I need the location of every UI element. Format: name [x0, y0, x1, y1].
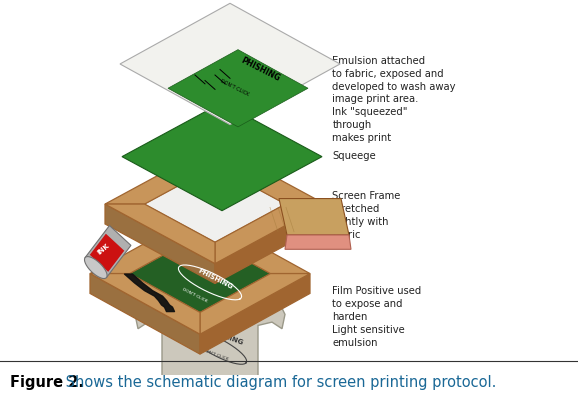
- Polygon shape: [85, 225, 131, 277]
- Polygon shape: [200, 213, 310, 274]
- Polygon shape: [135, 289, 285, 386]
- Text: Emulsion attached
to fabric, exposed and
developed to wash away
image print area: Emulsion attached to fabric, exposed and…: [332, 56, 456, 143]
- Polygon shape: [215, 144, 325, 204]
- Polygon shape: [200, 274, 310, 354]
- Text: Figure 2.: Figure 2.: [10, 375, 84, 390]
- Text: PHISHING: PHISHING: [239, 56, 281, 83]
- Polygon shape: [90, 274, 200, 354]
- Polygon shape: [122, 103, 322, 211]
- Text: Screen Frame
stretched
tightly with
fabric: Screen Frame stretched tightly with fabr…: [332, 192, 401, 240]
- Polygon shape: [90, 234, 124, 272]
- Polygon shape: [105, 144, 215, 204]
- Text: DON'T CLICK: DON'T CLICK: [182, 288, 208, 304]
- Polygon shape: [120, 3, 340, 124]
- Text: Shows the schematic diagram for screen printing protocol.: Shows the schematic diagram for screen p…: [61, 375, 496, 390]
- Polygon shape: [215, 204, 325, 264]
- Polygon shape: [200, 274, 310, 334]
- Polygon shape: [168, 49, 308, 127]
- Text: INK: INK: [96, 243, 110, 256]
- Polygon shape: [129, 235, 271, 312]
- Text: Squeege: Squeege: [332, 151, 376, 161]
- Polygon shape: [84, 257, 107, 279]
- Polygon shape: [215, 204, 325, 284]
- Polygon shape: [279, 199, 349, 235]
- Polygon shape: [90, 213, 200, 274]
- Text: DON'T CLICK: DON'T CLICK: [220, 79, 250, 98]
- Polygon shape: [105, 204, 215, 264]
- Polygon shape: [90, 274, 200, 334]
- Text: Film Positive used
to expose and
harden
Light sensitive
emulsion: Film Positive used to expose and harden …: [332, 286, 421, 348]
- Text: PHISHING: PHISHING: [197, 268, 234, 290]
- Polygon shape: [105, 204, 215, 284]
- Text: DON'T CLICK: DON'T CLICK: [201, 349, 229, 362]
- Text: PHISHING: PHISHING: [206, 327, 244, 346]
- Polygon shape: [144, 166, 286, 242]
- Polygon shape: [285, 235, 351, 249]
